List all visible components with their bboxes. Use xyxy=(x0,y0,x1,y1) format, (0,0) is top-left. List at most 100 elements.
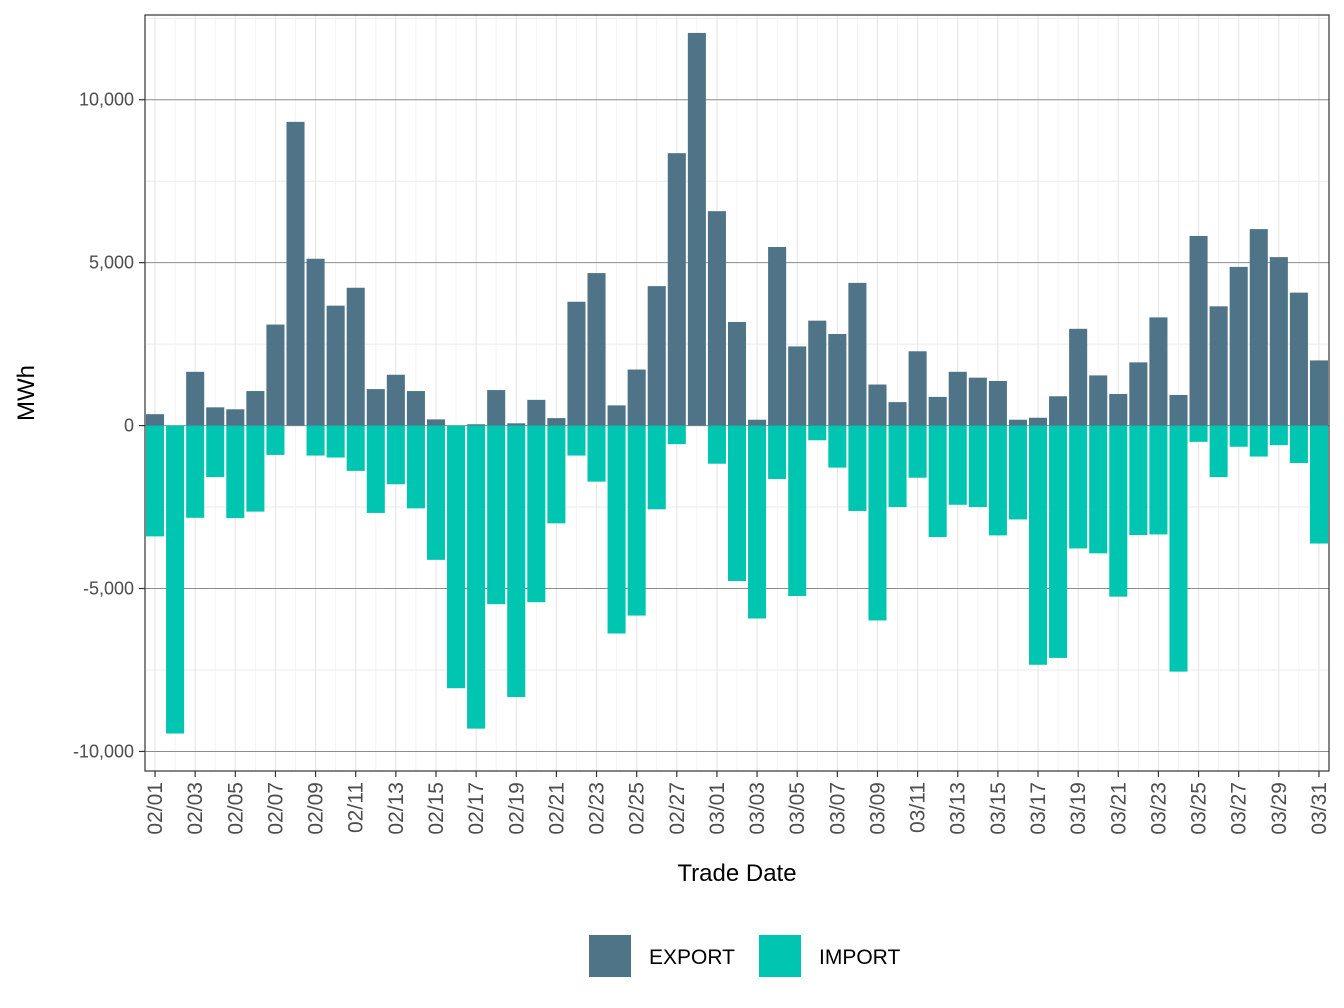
bar-export-02-05 xyxy=(226,409,245,426)
bar-import-02-17 xyxy=(467,425,486,729)
y-tick-label: -10,000 xyxy=(73,741,134,761)
bar-export-03-02 xyxy=(727,321,747,426)
bar-export-02-13 xyxy=(386,374,405,426)
bar-import-02-22 xyxy=(567,425,586,456)
bar-import-03-25 xyxy=(1189,425,1208,442)
x-tick-label: 02/19 xyxy=(505,782,528,835)
bar-import-03-27 xyxy=(1229,425,1248,447)
bar-import-03-19 xyxy=(1069,425,1088,549)
bar-import-02-07 xyxy=(266,425,285,455)
x-tick-label: 02/25 xyxy=(626,782,649,835)
bar-export-03-06 xyxy=(808,320,827,426)
x-tick-label: 03/19 xyxy=(1067,782,1090,835)
bar-export-03-11 xyxy=(908,351,927,426)
x-tick-label: 03/21 xyxy=(1107,782,1130,835)
bar-import-03-28 xyxy=(1249,425,1268,457)
bar-import-03-24 xyxy=(1169,425,1188,672)
legend-label-import: IMPORT xyxy=(819,946,900,969)
bar-import-03-15 xyxy=(988,425,1007,536)
bar-import-03-16 xyxy=(1008,425,1027,520)
bar-import-02-04 xyxy=(206,425,225,478)
x-tick-label: 03/17 xyxy=(1027,782,1050,835)
bar-import-03-06 xyxy=(808,425,827,441)
bar-export-03-31 xyxy=(1309,360,1328,426)
bar-import-02-13 xyxy=(386,425,405,485)
bar-import-02-19 xyxy=(507,425,526,698)
bar-import-03-22 xyxy=(1129,425,1148,536)
bar-export-02-03 xyxy=(186,371,205,426)
bar-import-02-09 xyxy=(306,425,325,456)
bar-import-03-14 xyxy=(968,425,987,508)
bar-import-03-03 xyxy=(748,425,767,619)
bar-import-03-07 xyxy=(828,425,847,468)
bar-import-03-02 xyxy=(727,425,747,582)
x-tick-label: 02/05 xyxy=(224,782,247,835)
bar-export-02-15 xyxy=(426,419,446,426)
bar-export-03-14 xyxy=(968,377,987,426)
bar-export-02-25 xyxy=(627,369,646,426)
bar-export-03-26 xyxy=(1209,306,1228,426)
legend-key-import xyxy=(759,935,801,977)
y-tick-label: 0 xyxy=(124,416,134,436)
bar-export-03-19 xyxy=(1069,328,1088,426)
legend: EXPORT IMPORT xyxy=(589,935,900,977)
bar-import-03-21 xyxy=(1109,425,1128,597)
y-tick-label: -5,000 xyxy=(83,579,134,599)
bar-import-02-18 xyxy=(487,425,506,605)
x-tick-label: 03/09 xyxy=(866,782,889,835)
bar-export-03-15 xyxy=(988,380,1007,426)
bar-export-03-08 xyxy=(848,282,867,426)
bar-export-02-24 xyxy=(607,405,626,426)
bar-export-02-14 xyxy=(406,391,425,426)
x-tick-label: 03/31 xyxy=(1308,782,1331,835)
x-tick-label: 02/17 xyxy=(465,782,488,835)
bar-import-02-03 xyxy=(186,425,205,518)
y-axis: -10,000 -5,000 0 5,000 10,000 xyxy=(73,90,145,761)
x-tick-label: 02/01 xyxy=(144,782,167,835)
bar-export-03-01 xyxy=(707,211,726,426)
x-tick-label: 03/01 xyxy=(706,782,729,835)
bar-export-02-27 xyxy=(667,153,686,426)
bar-export-03-29 xyxy=(1269,257,1288,426)
bar-import-02-15 xyxy=(426,425,446,560)
x-tick-label: 02/07 xyxy=(264,782,287,835)
bar-export-03-27 xyxy=(1229,266,1248,426)
x-tick-label: 02/15 xyxy=(425,782,448,835)
bar-import-02-05 xyxy=(226,425,245,519)
bar-import-03-09 xyxy=(868,425,887,621)
bar-import-02-25 xyxy=(627,425,646,616)
bar-export-03-21 xyxy=(1109,393,1128,426)
x-tick-label: 02/21 xyxy=(545,782,568,835)
bar-export-03-13 xyxy=(948,371,967,426)
bar-import-02-12 xyxy=(366,425,385,513)
x-axis-title: Trade Date xyxy=(677,860,796,887)
bar-import-03-01 xyxy=(707,425,726,464)
bar-export-02-20 xyxy=(527,399,546,426)
bar-export-03-24 xyxy=(1169,394,1188,426)
bar-export-02-26 xyxy=(647,286,666,426)
bar-export-03-10 xyxy=(888,402,907,426)
bar-import-03-11 xyxy=(908,425,927,478)
bar-import-02-27 xyxy=(667,425,686,445)
y-axis-title: MWh xyxy=(13,365,40,421)
bars xyxy=(146,32,1328,734)
x-tick-label: 03/23 xyxy=(1147,782,1170,835)
x-tick-label: 02/11 xyxy=(345,782,368,833)
bar-import-02-11 xyxy=(346,425,365,471)
bar-export-03-03 xyxy=(748,419,767,426)
bar-import-03-04 xyxy=(768,425,787,480)
x-tick-label: 03/03 xyxy=(746,782,769,835)
bar-import-02-26 xyxy=(647,425,666,510)
bar-import-02-01 xyxy=(146,425,165,537)
bar-export-02-04 xyxy=(206,407,225,426)
bar-import-02-20 xyxy=(527,425,546,603)
bar-export-02-09 xyxy=(306,258,325,426)
bar-export-02-11 xyxy=(346,287,365,426)
x-tick-label: 02/09 xyxy=(305,782,328,835)
bar-import-02-24 xyxy=(607,425,626,634)
bar-import-02-16 xyxy=(447,425,466,689)
bar-import-03-23 xyxy=(1149,425,1168,535)
x-tick-label: 03/13 xyxy=(947,782,970,835)
bar-export-03-07 xyxy=(828,334,847,426)
bar-import-02-06 xyxy=(246,425,265,512)
